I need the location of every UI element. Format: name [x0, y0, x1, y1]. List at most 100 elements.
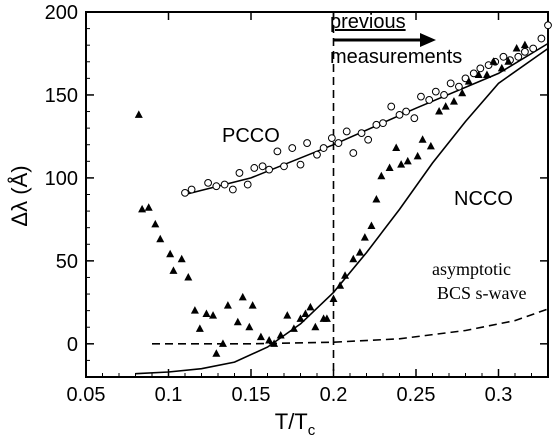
pcco-point — [273, 147, 282, 156]
pcco-point — [544, 21, 552, 30]
pcco-point — [476, 64, 485, 73]
ncco-point — [138, 204, 147, 213]
pcco-point — [243, 180, 252, 189]
ncco-point — [276, 331, 285, 339]
ncco-point — [212, 349, 221, 357]
pcco-point — [410, 114, 419, 123]
x-tick-label: 0.25 — [397, 384, 436, 406]
pcco-point — [425, 96, 434, 104]
pcco-point — [288, 144, 297, 152]
ncco-point — [248, 301, 257, 309]
pcco-point — [357, 129, 366, 138]
pcco-point — [499, 52, 508, 61]
ncco-fit-curve — [135, 47, 549, 375]
ncco-point — [413, 151, 422, 160]
ncco-point — [520, 40, 529, 49]
ncco-point — [195, 324, 204, 332]
ncco-point — [238, 292, 247, 301]
x-axis-title: T/Tc — [275, 409, 316, 439]
pcco-point — [228, 185, 237, 194]
y-tick-label: 200 — [45, 2, 78, 24]
pcco-point — [235, 169, 244, 177]
ncco-point — [202, 309, 211, 317]
bcs-label-line2: BCS s-wave — [437, 283, 527, 303]
ncco-point — [355, 248, 364, 256]
ncco-point — [397, 160, 406, 168]
ncco-point — [245, 322, 254, 331]
arrow-right-icon — [333, 33, 436, 47]
ncco-point — [435, 107, 444, 115]
ncco-point — [464, 77, 473, 85]
ncco-point — [403, 156, 412, 165]
ncco-point — [336, 281, 345, 289]
ncco-point — [256, 332, 265, 341]
pcco-point — [212, 182, 221, 191]
pcco-point — [455, 82, 463, 91]
bcs-asymptotic-curve — [152, 308, 549, 345]
pcco-point — [446, 79, 455, 88]
ncco-point — [156, 234, 165, 243]
ncco-point — [218, 339, 227, 347]
pcco-point — [379, 119, 387, 128]
ncco-point — [177, 254, 186, 263]
ncco-point — [385, 163, 394, 171]
previous-label: previous — [330, 11, 406, 33]
ncco-point — [190, 306, 199, 314]
ncco-point — [458, 88, 467, 97]
pcco-point — [204, 178, 213, 187]
ncco-point — [223, 301, 232, 309]
ncco-point — [497, 63, 506, 72]
pcco-point — [313, 150, 321, 159]
pcco-point — [372, 120, 381, 129]
pcco-point — [364, 135, 373, 144]
pcco-point — [469, 69, 478, 78]
y-tick-label: 150 — [45, 85, 78, 107]
pcco-point — [342, 127, 351, 136]
ncco-point — [169, 266, 178, 274]
ncco-point — [426, 141, 435, 150]
pcco-point — [334, 139, 343, 147]
ncco-point — [270, 339, 279, 347]
pcco-point — [181, 188, 189, 197]
pcco-point — [319, 144, 328, 152]
pcco-point — [220, 180, 229, 189]
ncco-point — [349, 254, 358, 263]
pcco-point — [258, 162, 267, 171]
x-tick-label: 0.2 — [320, 384, 348, 406]
pcco-point — [402, 107, 411, 116]
y-tick-label: 0 — [67, 334, 78, 356]
ncco-point — [504, 57, 513, 65]
pcco-point — [521, 47, 529, 56]
pcco-point — [187, 185, 196, 194]
ncco-point — [392, 143, 401, 152]
ncco-point — [144, 203, 153, 211]
ncco-point — [441, 102, 450, 110]
pcco-point — [395, 110, 404, 119]
ncco-point — [134, 110, 143, 118]
measurements-label: measurements — [330, 46, 462, 68]
pcco-point — [349, 149, 358, 157]
ncco-point — [283, 311, 292, 319]
pcco-label: PCCO — [222, 125, 280, 147]
ncco-point — [289, 324, 298, 332]
pcco-point — [265, 165, 274, 174]
ncco-point — [360, 233, 369, 241]
ticks-group: 0.05 0.1 0.15 0.2 0.25 0.3 0 50 100 150 200 — [45, 2, 549, 406]
ncco-label: NCCO — [454, 188, 513, 210]
ncco-point — [489, 57, 498, 65]
pcco-point — [440, 91, 448, 99]
ncco-point — [367, 221, 376, 230]
ncco-point — [311, 322, 320, 331]
pcco-point — [296, 160, 305, 169]
ncco-point — [322, 314, 331, 322]
ncco-point — [418, 135, 427, 143]
x-tick-label: 0.15 — [232, 384, 271, 406]
pcco-point — [431, 87, 440, 96]
ncco-point — [166, 249, 175, 258]
y-axis-title: Δλ (Å) — [7, 165, 32, 226]
y-tick-label: 50 — [56, 251, 78, 273]
pcco-point — [387, 102, 396, 111]
x-tick-label: 0.3 — [485, 384, 513, 406]
ncco-point — [482, 70, 491, 79]
pcco-point — [250, 164, 259, 172]
